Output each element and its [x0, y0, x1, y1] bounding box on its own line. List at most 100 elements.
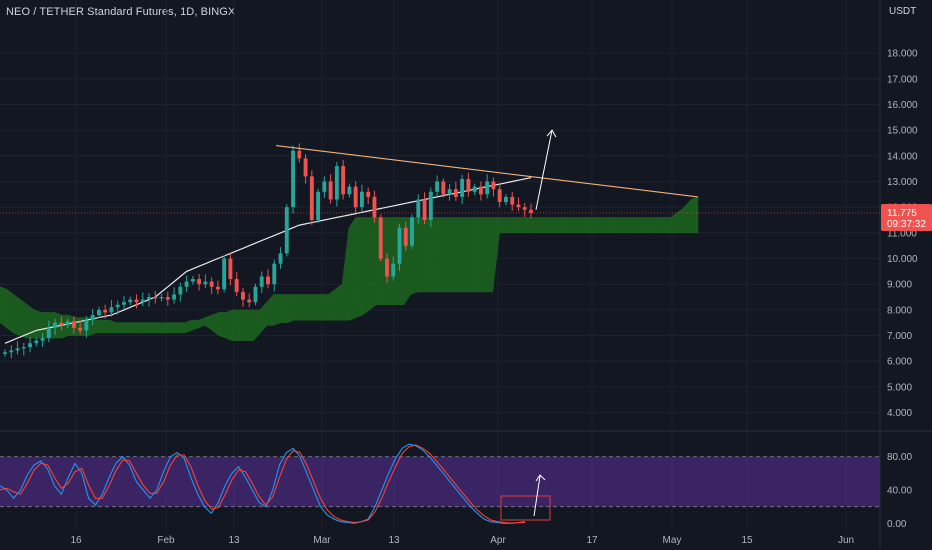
- candle: [403, 227, 408, 246]
- ichimoku-cloud-segment: [649, 217, 658, 234]
- candle: [497, 189, 502, 203]
- ichimoku-cloud-segment: [266, 293, 275, 326]
- candle: [378, 217, 383, 259]
- ichimoku-cloud-segment: [444, 217, 452, 293]
- ichimoku-cloud-segment: [204, 314, 213, 332]
- y-tick-label: 14.000: [887, 151, 918, 162]
- x-tick-label: 15: [741, 535, 753, 546]
- stochastic-d-line: [0, 444, 525, 524]
- y-tick-label: 15.000: [887, 126, 918, 137]
- ichimoku-cloud-segment: [601, 217, 610, 234]
- ichimoku-cloud-segment: [369, 217, 377, 311]
- ichimoku-cloud-segment: [20, 299, 28, 339]
- ichimoku-cloud-segment: [211, 312, 220, 337]
- candle: [84, 320, 89, 331]
- candle: [347, 186, 352, 195]
- candle: [416, 199, 421, 218]
- candle: [3, 352, 7, 354]
- candle: [309, 176, 314, 221]
- x-tick-label: Mar: [313, 535, 331, 546]
- candle: [297, 150, 302, 159]
- ichimoku-cloud-segment: [362, 217, 370, 316]
- ichimoku-cloud-segment: [314, 294, 322, 321]
- ichimoku-cloud-segment: [417, 217, 425, 293]
- ichimoku-cloud-segment: [252, 309, 261, 342]
- ichimoku-cloud-segment: [615, 217, 624, 234]
- ichimoku-cloud-segment: [348, 216, 357, 321]
- ichimoku-cloud-segment: [259, 301, 268, 334]
- ichimoku-cloud-segment: [122, 322, 131, 334]
- candle: [510, 196, 515, 205]
- ichimoku-cloud-segment: [458, 217, 466, 293]
- candle: [447, 189, 452, 195]
- x-tick-label: 16: [70, 535, 82, 546]
- candle: [391, 263, 396, 277]
- stochastic-band: [0, 456, 880, 507]
- x-tick-label: Jun: [838, 535, 854, 546]
- candle: [234, 279, 239, 292]
- ichimoku-cloud-segment: [13, 293, 21, 336]
- ichimoku-cloud-segment: [499, 217, 507, 234]
- y-tick-label: 6.000: [887, 357, 912, 368]
- candle: [115, 304, 120, 308]
- y-tick-label: 7.000: [887, 331, 912, 342]
- candle: [165, 297, 170, 300]
- ichimoku-cloud-segment: [293, 294, 302, 321]
- y-tick-label: 9.000: [887, 280, 912, 291]
- y-tick-label: 10.000: [887, 254, 918, 265]
- candle: [96, 309, 101, 316]
- x-tick-label: Apr: [490, 535, 506, 546]
- ichimoku-cloud-segment: [642, 217, 651, 234]
- ichimoku-cloud-segment: [163, 322, 172, 334]
- currency-label: USDT: [889, 6, 916, 17]
- ichimoku-cloud-segment: [588, 217, 596, 234]
- candle: [159, 297, 164, 299]
- candle: [28, 343, 32, 348]
- ichimoku-cloud-segment: [478, 217, 487, 293]
- ichimoku-cloud-segment: [540, 217, 548, 234]
- ichimoku-cloud-segment: [629, 217, 637, 234]
- ichimoku-cloud-segment: [143, 322, 151, 334]
- ichimoku-cloud-segment: [608, 217, 617, 234]
- ichimoku-cloud-segment: [225, 309, 233, 342]
- ichimoku-cloud-segment: [512, 217, 521, 234]
- ichimoku-cloud-segment: [684, 198, 692, 234]
- ichimoku-cloud-segment: [492, 217, 500, 292]
- candle: [78, 327, 83, 331]
- countdown-timer: 09:37:32: [887, 219, 926, 230]
- candle: [215, 286, 220, 290]
- candle: [46, 327, 51, 339]
- y-tick-label: 17.000: [887, 74, 918, 85]
- y-tick-label: 18.000: [887, 49, 918, 60]
- candle: [453, 189, 458, 197]
- y-tick-label: 4.000: [887, 408, 912, 419]
- candle: [341, 166, 346, 195]
- ichimoku-cloud-segment: [198, 317, 206, 329]
- last-price-value: 11.775: [887, 208, 917, 219]
- candle: [485, 181, 490, 195]
- ichimoku-cloud-segment: [321, 294, 329, 321]
- ichimoku-cloud-segment: [300, 294, 309, 321]
- ichimoku-cloud-segment: [170, 322, 179, 334]
- candle: [90, 315, 95, 321]
- candle: [366, 191, 371, 197]
- resistance-trendline: [275, 145, 699, 198]
- arrow-head: [546, 129, 557, 138]
- candle: [472, 186, 477, 192]
- candle: [15, 348, 20, 351]
- candle: [529, 209, 533, 213]
- candle: [241, 291, 245, 300]
- ichimoku-cloud-segment: [677, 206, 685, 234]
- candle: [247, 299, 252, 303]
- ichimoku-cloud-segment: [663, 217, 671, 234]
- candle: [272, 263, 277, 285]
- candle: [522, 207, 527, 210]
- candle: [491, 181, 496, 190]
- candle: [397, 227, 402, 264]
- candle: [504, 196, 508, 203]
- ichimoku-cloud-segment: [307, 294, 316, 321]
- candle: [284, 207, 289, 254]
- ichimoku-cloud-segment: [519, 217, 528, 234]
- candle: [259, 276, 264, 287]
